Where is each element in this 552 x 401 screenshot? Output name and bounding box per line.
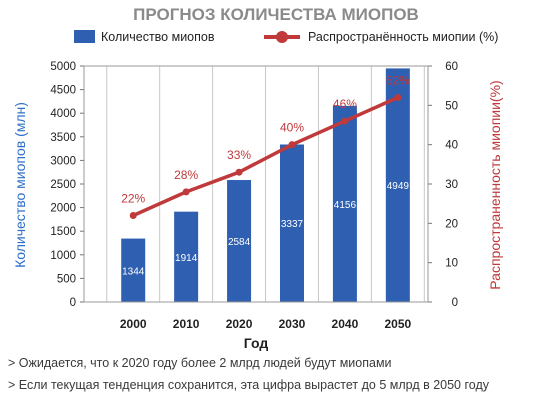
bar-2040	[332, 105, 357, 303]
y-left-tick-label: 4000	[50, 108, 76, 120]
prevalence-value-label: 28%	[174, 168, 198, 182]
bar-value-label: 4156	[334, 200, 357, 211]
prevalence-point	[341, 117, 349, 125]
y-left-tick-label: 3500	[50, 132, 76, 144]
x-tick-label: 2010	[173, 317, 200, 331]
prevalence-value-label: 33%	[227, 148, 251, 162]
bar-2030	[279, 144, 304, 302]
legend-bar-label: Количество миопов	[101, 30, 215, 44]
prevalence-value-label: 22%	[121, 191, 145, 205]
bar-value-label: 1914	[175, 253, 198, 264]
prevalence-value-label: 52%	[386, 73, 410, 87]
bar-2010	[174, 211, 199, 302]
data-labels: 1344 1914 2584 3337 4156 4949 22% 28% 33% 40% 46% 5…	[121, 73, 410, 277]
legend-line-label: Распространённость миопии (%)	[308, 30, 498, 44]
bar-value-label: 1344	[122, 266, 145, 277]
line-series	[129, 93, 402, 219]
y-left-tick-label: 2000	[50, 203, 76, 215]
y-right-tick-label: 20	[445, 218, 458, 230]
y-right-tick-label: 0	[452, 297, 458, 309]
prevalence-point	[129, 211, 137, 219]
legend-bar-swatch	[74, 30, 95, 43]
prevalence-point	[394, 93, 402, 101]
prevalence-point	[182, 188, 190, 196]
y-left-tick-label: 1000	[50, 250, 76, 262]
footnote-2050: > Если текущая тенденция сохранится, эта…	[8, 378, 489, 392]
chart-title: ПРОГНОЗ КОЛИЧЕСТВА МИОПОВ	[133, 5, 419, 24]
y-right-tick-label: 50	[445, 100, 458, 112]
legend: Количество миопов Распространённость мио…	[74, 30, 498, 44]
y-left-tick-label: 3000	[50, 155, 76, 167]
y-right-tick-label: 30	[445, 179, 458, 191]
legend-line-marker	[276, 31, 288, 43]
y-axis-left-label: Количество миопов (млн)	[12, 102, 28, 268]
y-left-tick-label: 0	[70, 297, 76, 309]
x-axis-label: Год	[244, 335, 269, 351]
bar-series	[121, 68, 410, 303]
x-tick-label: 2040	[332, 317, 359, 331]
x-tick-label: 2050	[384, 317, 411, 331]
x-tick-label: 2030	[279, 317, 306, 331]
y-right-tick-label: 10	[445, 258, 458, 270]
bar-value-label: 2584	[228, 237, 251, 248]
y-left-tick-label: 4500	[50, 85, 76, 97]
prevalence-line	[132, 95, 399, 218]
prevalence-value-label: 40%	[280, 121, 304, 135]
gridlines	[106, 66, 425, 302]
y-left-tick-label: 1500	[50, 226, 76, 238]
y-right-tick-label: 60	[445, 61, 458, 73]
footnote-2020: > Ожидается, что к 2020 году более 2 млр…	[8, 356, 392, 370]
x-tick-label: 2000	[120, 317, 147, 331]
y-left-tick-label: 2500	[50, 179, 76, 191]
x-tick-label: 2020	[226, 317, 253, 331]
y-left-tick-label: 500	[57, 273, 76, 285]
bar-2050	[385, 68, 410, 303]
y-axis-right-label: Распространенность миопии(%)	[487, 80, 503, 289]
prevalence-point	[235, 168, 243, 176]
y-left-tick-label: 5000	[50, 61, 76, 73]
bar-value-label: 4949	[387, 181, 410, 192]
prevalence-value-label: 46%	[333, 97, 357, 111]
prevalence-point	[288, 141, 296, 149]
bar-value-label: 3337	[281, 219, 304, 230]
axes: 0500100015002000250030003500400045005000…	[50, 61, 458, 331]
bar-2000	[121, 238, 146, 302]
y-right-tick-label: 40	[445, 140, 458, 152]
bar-2020	[227, 180, 252, 302]
